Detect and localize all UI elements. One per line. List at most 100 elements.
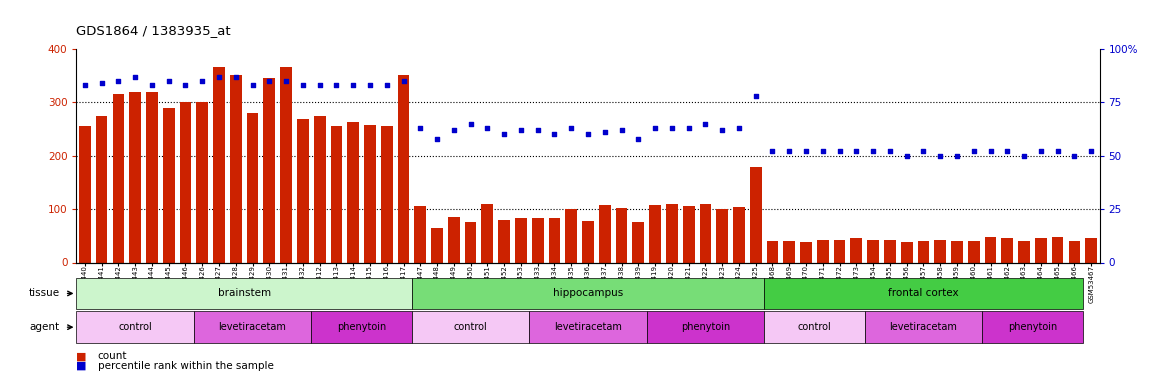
Point bbox=[863, 148, 882, 154]
Bar bbox=[783, 241, 795, 262]
Point bbox=[897, 153, 916, 159]
Bar bbox=[917, 241, 929, 262]
Text: frontal cortex: frontal cortex bbox=[888, 288, 958, 298]
Point bbox=[361, 82, 380, 88]
Point bbox=[981, 148, 1000, 154]
Bar bbox=[750, 167, 762, 262]
Text: control: control bbox=[797, 322, 831, 332]
Bar bbox=[649, 205, 661, 262]
Point bbox=[1048, 148, 1067, 154]
Bar bbox=[529, 311, 647, 343]
Point bbox=[747, 93, 766, 99]
Point bbox=[243, 82, 262, 88]
Point bbox=[814, 148, 833, 154]
Bar bbox=[230, 75, 241, 262]
Text: agent: agent bbox=[29, 322, 60, 332]
Point bbox=[75, 82, 94, 88]
Bar bbox=[1069, 241, 1081, 262]
Point bbox=[528, 127, 547, 133]
Bar bbox=[647, 311, 764, 343]
Point bbox=[763, 148, 782, 154]
Bar bbox=[412, 278, 764, 309]
Bar bbox=[1085, 238, 1097, 262]
Bar bbox=[113, 94, 125, 262]
Bar bbox=[850, 238, 862, 262]
Bar bbox=[515, 218, 527, 262]
Bar bbox=[1035, 238, 1047, 262]
Point bbox=[914, 148, 933, 154]
Bar bbox=[76, 278, 412, 309]
Point bbox=[445, 127, 463, 133]
Bar bbox=[548, 218, 560, 262]
Bar bbox=[884, 240, 896, 262]
Text: brainstem: brainstem bbox=[218, 288, 270, 298]
Point bbox=[209, 74, 228, 80]
Bar bbox=[432, 228, 443, 262]
Point bbox=[394, 78, 413, 84]
Bar bbox=[213, 68, 225, 262]
Text: control: control bbox=[119, 322, 152, 332]
Point bbox=[294, 82, 313, 88]
Point bbox=[410, 125, 429, 131]
Bar bbox=[683, 206, 695, 262]
Point bbox=[1065, 153, 1084, 159]
Bar bbox=[312, 311, 412, 343]
Bar bbox=[180, 102, 192, 262]
Text: levetiracetam: levetiracetam bbox=[889, 322, 957, 332]
Point bbox=[948, 153, 967, 159]
Bar bbox=[968, 241, 980, 262]
Bar bbox=[767, 241, 779, 262]
Bar bbox=[1018, 241, 1030, 262]
Bar bbox=[330, 126, 342, 262]
Point bbox=[964, 148, 983, 154]
Point bbox=[796, 148, 815, 154]
Bar bbox=[381, 126, 393, 262]
Bar bbox=[76, 311, 194, 343]
Text: GDS1864 / 1383935_at: GDS1864 / 1383935_at bbox=[76, 24, 230, 38]
Point bbox=[595, 129, 614, 135]
Bar bbox=[79, 126, 91, 262]
Point bbox=[126, 74, 145, 80]
Bar bbox=[365, 124, 376, 262]
Point bbox=[276, 78, 295, 84]
Bar bbox=[414, 206, 426, 262]
Text: levetiracetam: levetiracetam bbox=[219, 322, 287, 332]
Bar bbox=[263, 78, 275, 262]
Point bbox=[713, 127, 731, 133]
Bar bbox=[532, 218, 543, 262]
Point bbox=[562, 125, 581, 131]
Bar bbox=[582, 221, 594, 262]
Bar bbox=[481, 204, 493, 262]
Bar bbox=[129, 92, 141, 262]
Bar bbox=[764, 311, 864, 343]
Bar bbox=[397, 75, 409, 262]
Point bbox=[142, 82, 161, 88]
Bar bbox=[194, 311, 312, 343]
Point bbox=[931, 153, 950, 159]
Bar bbox=[95, 116, 107, 262]
Bar bbox=[347, 123, 359, 262]
Point bbox=[310, 82, 329, 88]
Bar bbox=[499, 220, 510, 262]
Point bbox=[226, 74, 245, 80]
Text: ■: ■ bbox=[76, 351, 87, 361]
Text: tissue: tissue bbox=[28, 288, 60, 298]
Bar bbox=[817, 240, 829, 262]
Bar bbox=[280, 68, 292, 262]
Bar bbox=[800, 242, 811, 262]
Bar bbox=[867, 240, 878, 262]
Bar bbox=[901, 242, 913, 262]
Point bbox=[495, 131, 514, 137]
Point bbox=[579, 131, 597, 137]
Bar bbox=[247, 113, 259, 262]
Point bbox=[428, 135, 447, 141]
Bar bbox=[834, 240, 846, 262]
Point bbox=[512, 127, 530, 133]
Bar bbox=[298, 119, 309, 262]
Bar bbox=[412, 311, 529, 343]
Bar bbox=[716, 209, 728, 262]
Point bbox=[1015, 153, 1034, 159]
Bar bbox=[982, 311, 1083, 343]
Text: control: control bbox=[454, 322, 488, 332]
Bar bbox=[935, 240, 947, 262]
